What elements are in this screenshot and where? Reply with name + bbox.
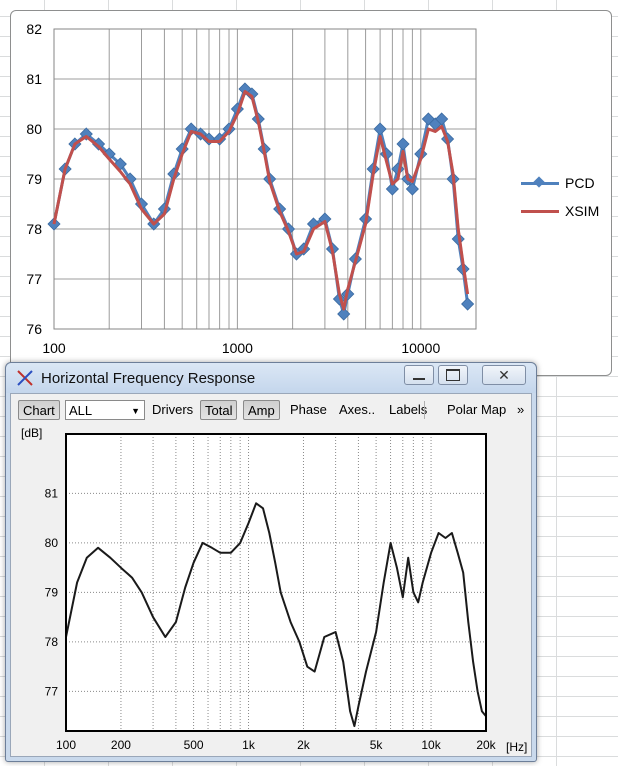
y-tick-label: 80 [26, 121, 42, 137]
x-tick-label: 1000 [222, 340, 253, 356]
window-content: Chart ALL ▼ Drivers Total Amp Phase Axes… [10, 393, 532, 757]
maximize-icon [446, 369, 460, 381]
pcd-markers [47, 82, 475, 321]
x-tick-label: 20k [476, 738, 496, 752]
x-tick-label: 1k [242, 738, 256, 752]
app-icon [17, 370, 33, 386]
axes-button[interactable]: Axes.. [339, 402, 376, 417]
x-tick-label: 10k [421, 738, 441, 752]
x-tick-label: 200 [111, 738, 131, 752]
data-point [461, 297, 475, 311]
close-button[interactable]: ✕ [482, 365, 526, 385]
minimize-icon [413, 378, 425, 380]
y-tick-label: 82 [26, 21, 42, 37]
amp-button[interactable]: Amp [243, 400, 280, 420]
plot-area-border [53, 28, 477, 330]
polar-map-button[interactable]: Polar Map [447, 402, 507, 417]
horizontal-gridlines [66, 492, 486, 692]
y-tick-label: 76 [26, 321, 42, 337]
frequency-response-plot: 81 80 79 78 77 100 200 500 1k 2k 5k 10k 20k [dB] [Hz] [21, 426, 527, 754]
response-line [65, 502, 487, 728]
maximize-button[interactable] [438, 365, 468, 385]
window-title: Horizontal Frequency Response [41, 370, 256, 387]
x-tick-label: 100 [42, 340, 66, 356]
x-tick-label: 5k [370, 738, 384, 752]
chart-select-value: ALL [69, 403, 93, 418]
x-tick-label: 10000 [401, 340, 440, 356]
data-point [405, 182, 419, 196]
legend-label-xsim: XSIM [565, 203, 600, 219]
x-tick-label: 500 [184, 738, 204, 752]
toolbar-divider [424, 401, 425, 419]
total-button[interactable]: Total [200, 400, 238, 420]
x-tick-label: 2k [297, 738, 311, 752]
chart-legend: PCD XSIM [521, 169, 611, 225]
chart-select[interactable]: ALL ▼ [65, 400, 145, 420]
y-axis-label: [dB] [21, 426, 42, 440]
xsim-window[interactable]: Horizontal Frequency Response ✕ Chart AL… [5, 362, 537, 762]
plot-frame [65, 433, 487, 732]
y-tick-label: 78 [45, 635, 59, 649]
chevron-down-icon: ▼ [131, 406, 140, 416]
legend-item-xsim: XSIM [521, 197, 611, 225]
drivers-button[interactable]: Drivers [152, 402, 194, 417]
data-point [385, 182, 399, 196]
data-point [435, 112, 449, 126]
y-tick-label: 77 [45, 684, 59, 698]
y-tick-label: 77 [26, 271, 42, 287]
data-point [337, 307, 351, 321]
minimize-button[interactable] [404, 365, 434, 385]
window-titlebar[interactable]: Horizontal Frequency Response ✕ [6, 363, 536, 393]
y-tick-label: 79 [45, 585, 59, 599]
series-line-xsim-overlay [52, 90, 469, 311]
y-tick-label: 80 [45, 536, 59, 550]
data-point [396, 137, 410, 151]
more-button[interactable]: » [517, 402, 525, 417]
toolbar: Chart ALL ▼ Drivers Total Amp Phase Axes… [11, 394, 531, 424]
labels-button[interactable]: Labels [389, 402, 428, 417]
x-axis-label: [Hz] [506, 740, 527, 754]
y-tick-label: 78 [26, 221, 42, 237]
data-point [373, 122, 387, 136]
y-tick-label: 81 [26, 71, 42, 87]
legend-label-pcd: PCD [565, 175, 595, 191]
y-tick-label: 79 [26, 171, 42, 187]
legend-item-pcd: PCD [521, 169, 611, 197]
excel-chart[interactable]: 82 81 80 79 78 77 76 100 1000 10000 PCD XSIM [10, 10, 612, 376]
legend-swatch-pcd [521, 176, 559, 190]
legend-swatch-xsim [521, 204, 559, 218]
x-tick-label: 100 [56, 738, 76, 752]
chart-button[interactable]: Chart [18, 400, 60, 420]
close-icon: ✕ [498, 366, 510, 383]
y-tick-label: 81 [45, 486, 59, 500]
phase-button[interactable]: Phase [290, 402, 327, 417]
